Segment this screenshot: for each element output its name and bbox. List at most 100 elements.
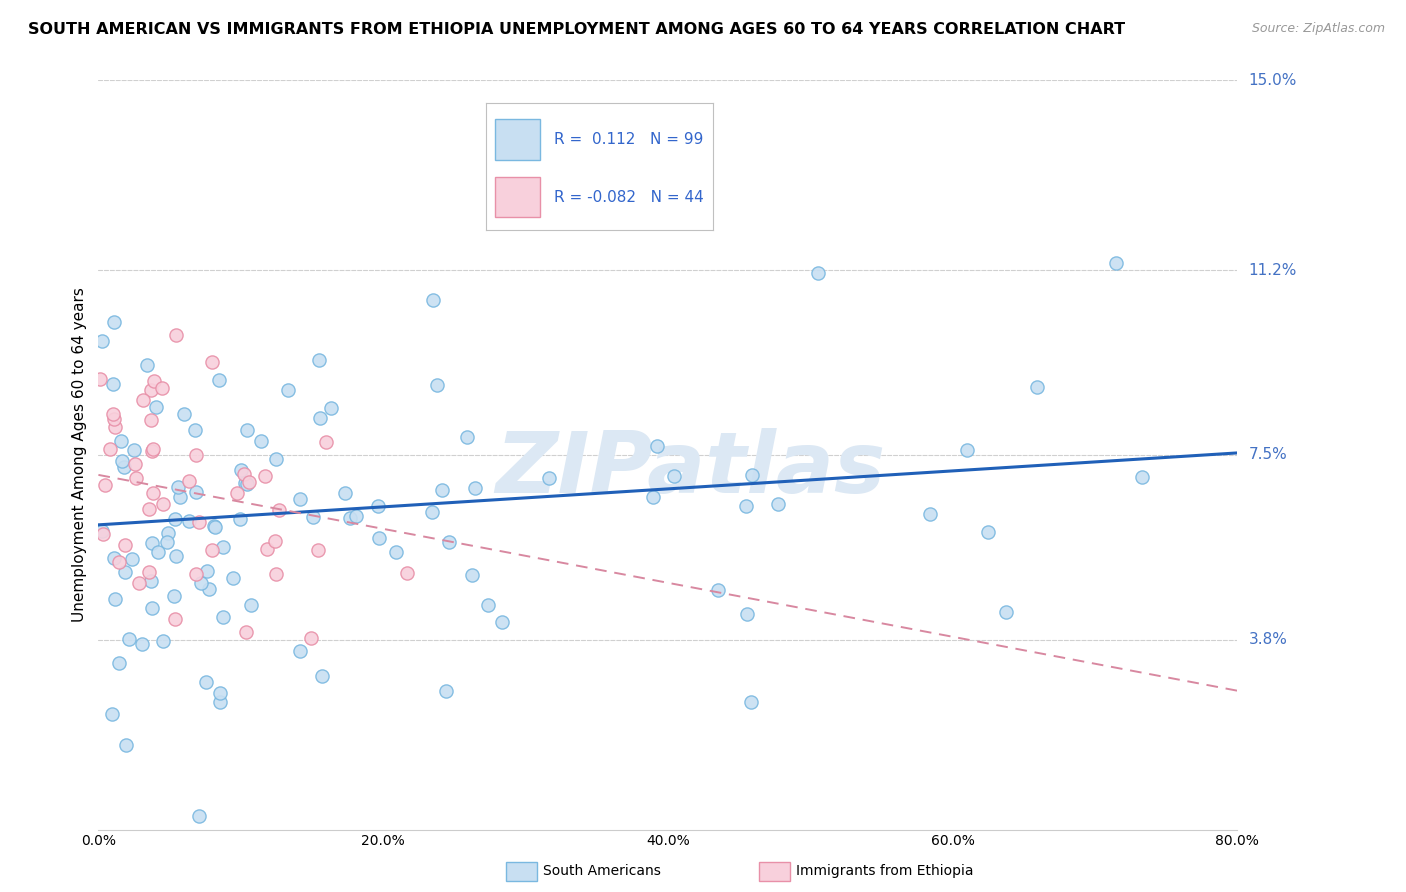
Point (152, 497, 174, 511)
Point (184, 485, 207, 500)
Point (236, 477, 259, 491)
Point (184, 448, 207, 462)
Point (184, 567, 207, 582)
Point (977, 525, 1000, 540)
Point (264, 567, 287, 582)
Point (664, 468, 686, 483)
Point (91, 527, 114, 541)
Point (197, 564, 219, 578)
Point (477, 598, 499, 612)
Point (456, 430, 478, 444)
Point (114, 566, 136, 580)
Point (90, 334, 112, 349)
Point (290, 643, 312, 657)
Point (309, 411, 332, 425)
Point (125, 471, 148, 485)
Point (110, 434, 132, 448)
Point (138, 565, 160, 579)
Point (385, 544, 408, 558)
Point (152, 634, 174, 648)
Point (1130, 470, 1153, 484)
Point (706, 583, 728, 598)
Point (302, 510, 325, 524)
Point (163, 612, 186, 626)
Point (104, 420, 127, 434)
Point (426, 378, 449, 392)
Point (173, 407, 195, 421)
Point (141, 536, 163, 550)
Point (139, 574, 162, 588)
Point (156, 526, 179, 541)
Point (90, 524, 112, 539)
Point (735, 607, 758, 621)
Point (226, 485, 249, 500)
Point (211, 610, 233, 624)
Point (165, 512, 187, 526)
Point (131, 637, 153, 651)
Point (367, 499, 389, 513)
Point (1105, 256, 1128, 270)
Point (307, 543, 329, 558)
Point (128, 575, 150, 590)
Point (145, 400, 167, 414)
Point (236, 423, 259, 437)
Point (232, 467, 254, 481)
Point (194, 675, 217, 690)
Point (142, 374, 165, 388)
Point (115, 738, 138, 752)
Point (209, 686, 232, 700)
Point (100, 442, 122, 456)
Point (741, 468, 763, 483)
Text: 11.2%: 11.2% (1249, 262, 1296, 277)
Point (319, 401, 342, 415)
Point (103, 550, 125, 565)
Point (138, 501, 160, 516)
Point (112, 460, 135, 475)
Text: Source: ZipAtlas.com: Source: ZipAtlas.com (1251, 22, 1385, 36)
Point (396, 566, 419, 580)
Text: ZIPatlas: ZIPatlas (495, 428, 886, 511)
Point (253, 469, 276, 483)
Text: SOUTH AMERICAN VS IMMIGRANTS FROM ETHIOPIA UNEMPLOYMENT AMONG AGES 60 TO 64 YEAR: SOUTH AMERICAN VS IMMIGRANTS FROM ETHIOP… (28, 22, 1125, 37)
Point (344, 509, 367, 524)
Point (165, 549, 187, 563)
Point (124, 457, 146, 471)
Point (108, 657, 131, 671)
Point (139, 383, 162, 397)
Text: 7.5%: 7.5% (1249, 448, 1286, 462)
Point (766, 497, 789, 511)
Point (537, 470, 560, 484)
Point (177, 474, 200, 488)
Point (233, 475, 256, 490)
Point (1026, 380, 1049, 394)
Point (368, 531, 391, 545)
Point (235, 625, 257, 640)
Point (436, 684, 458, 698)
Point (167, 481, 190, 495)
Point (807, 266, 830, 280)
Point (118, 632, 141, 647)
Point (212, 541, 235, 555)
Point (645, 439, 668, 453)
Point (163, 590, 186, 604)
Point (201, 355, 224, 369)
Point (956, 442, 979, 457)
Point (111, 454, 134, 468)
Point (240, 598, 263, 612)
Point (103, 376, 125, 391)
Point (103, 315, 125, 329)
Point (229, 463, 252, 477)
Point (100, 707, 122, 722)
Point (188, 809, 211, 823)
Point (918, 507, 941, 521)
Point (491, 615, 513, 629)
Point (290, 492, 312, 507)
Point (202, 519, 225, 533)
Text: South Americans: South Americans (543, 864, 661, 879)
Point (311, 669, 333, 683)
Point (641, 490, 664, 504)
Point (141, 601, 163, 615)
Point (204, 520, 226, 534)
Point (422, 293, 444, 307)
Point (420, 505, 443, 519)
